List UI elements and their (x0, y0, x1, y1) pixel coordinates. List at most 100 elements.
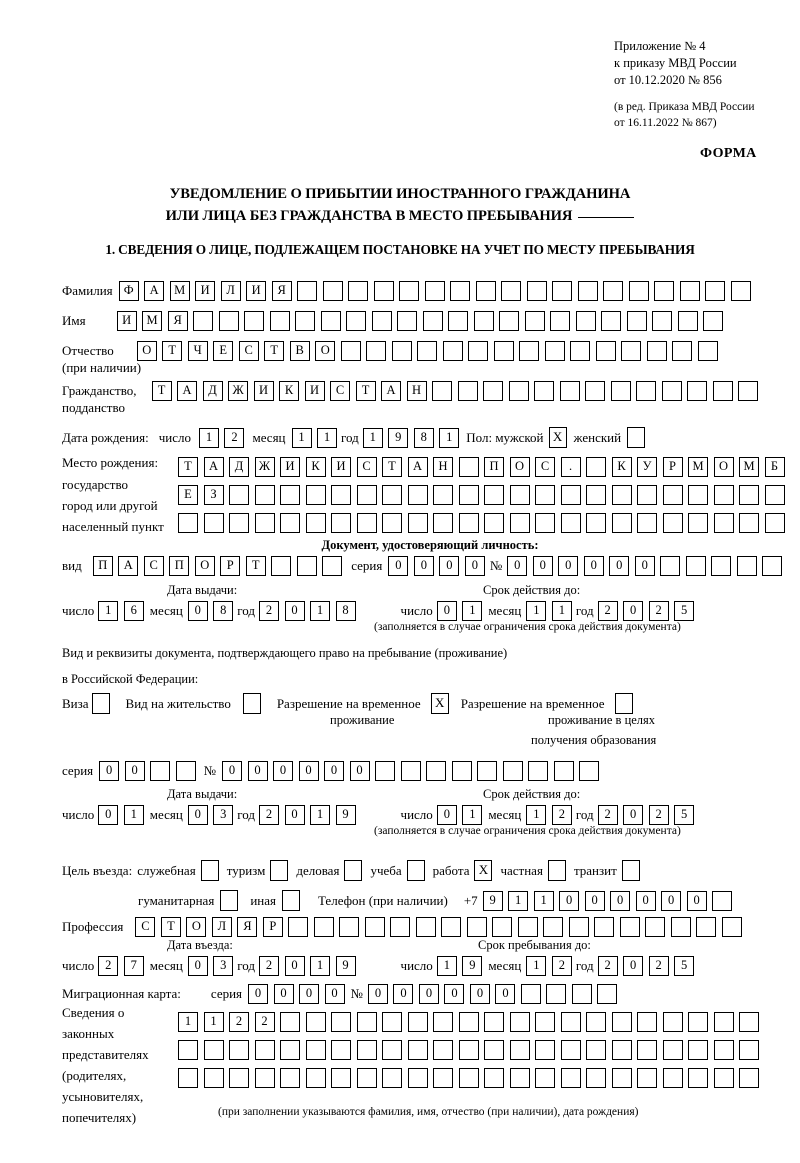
purpose-option-checkbox-1[interactable] (270, 860, 289, 881)
char-cell[interactable] (672, 341, 693, 361)
char-cell[interactable] (517, 917, 538, 937)
char-cell[interactable] (322, 556, 343, 576)
char-cell[interactable] (544, 341, 565, 361)
char-cell[interactable]: 1 (551, 601, 572, 621)
char-cell[interactable]: 0 (584, 890, 605, 911)
char-cell[interactable] (331, 1068, 351, 1088)
char-cell[interactable]: 0 (444, 984, 465, 1004)
char-cell[interactable] (422, 311, 443, 331)
char-cell[interactable]: 1 (291, 427, 312, 448)
char-cell[interactable] (473, 311, 494, 331)
char-cell[interactable] (526, 281, 547, 301)
char-cell[interactable]: 1 (198, 427, 219, 448)
char-cell[interactable] (280, 513, 300, 533)
char-cell[interactable]: 0 (349, 761, 370, 781)
char-cell[interactable] (305, 1068, 326, 1088)
char-cell[interactable] (484, 1012, 504, 1032)
char-cell[interactable] (585, 381, 606, 401)
char-cell[interactable]: 7 (123, 956, 144, 976)
char-cell[interactable] (466, 917, 487, 937)
char-cell[interactable] (382, 1040, 402, 1060)
char-cell[interactable] (519, 341, 540, 361)
char-cell[interactable] (661, 381, 682, 401)
char-cell[interactable] (382, 513, 402, 533)
char-cell[interactable] (407, 485, 428, 505)
char-cell[interactable]: 0 (610, 890, 631, 911)
char-cell[interactable]: 1 (439, 427, 460, 448)
char-cell[interactable]: Т (355, 381, 376, 401)
char-cell[interactable]: С (238, 341, 259, 361)
char-cell[interactable] (356, 513, 377, 533)
char-cell[interactable] (679, 281, 700, 301)
char-cell[interactable] (457, 381, 478, 401)
char-cell[interactable] (178, 513, 198, 533)
char-cell[interactable]: С (535, 457, 555, 477)
char-cell[interactable] (399, 281, 420, 301)
char-cell[interactable]: 2 (597, 956, 618, 976)
char-cell[interactable] (713, 485, 734, 505)
char-cell[interactable] (280, 1040, 300, 1060)
char-cell[interactable] (713, 1068, 734, 1088)
char-cell[interactable] (646, 341, 667, 361)
char-cell[interactable]: 9 (462, 956, 483, 976)
sex-male-checkbox[interactable]: X (548, 427, 567, 448)
char-cell[interactable]: С (356, 457, 377, 477)
char-cell[interactable]: Я (237, 917, 258, 937)
char-cell[interactable] (739, 1040, 759, 1060)
char-cell[interactable]: 3 (213, 805, 234, 825)
char-cell[interactable]: З (203, 485, 224, 505)
char-cell[interactable] (677, 311, 698, 331)
char-cell[interactable]: Я (271, 281, 292, 301)
char-cell[interactable]: 5 (674, 956, 695, 976)
char-cell[interactable] (458, 485, 479, 505)
sex-female-checkbox[interactable] (627, 427, 646, 448)
char-cell[interactable] (484, 1068, 504, 1088)
char-cell[interactable] (579, 761, 600, 781)
char-cell[interactable] (535, 485, 555, 505)
char-cell[interactable] (739, 513, 759, 533)
char-cell[interactable]: О (713, 457, 734, 477)
char-cell[interactable] (382, 485, 402, 505)
char-cell[interactable] (484, 513, 504, 533)
char-cell[interactable]: Л (220, 281, 241, 301)
char-cell[interactable] (254, 1068, 275, 1088)
char-cell[interactable]: И (253, 381, 274, 401)
char-cell[interactable]: 1 (123, 805, 144, 825)
char-cell[interactable]: 0 (284, 601, 305, 621)
char-cell[interactable]: 1 (362, 427, 383, 448)
char-cell[interactable] (586, 457, 606, 477)
char-cell[interactable]: 0 (99, 761, 120, 781)
char-cell[interactable] (738, 381, 759, 401)
char-cell[interactable]: А (177, 381, 198, 401)
char-cell[interactable] (150, 761, 171, 781)
char-cell[interactable]: 0 (507, 556, 528, 576)
char-cell[interactable]: К (611, 457, 632, 477)
char-cell[interactable] (662, 1068, 683, 1088)
char-cell[interactable]: 2 (229, 1012, 249, 1032)
char-cell[interactable]: 0 (367, 984, 388, 1004)
char-cell[interactable] (348, 281, 369, 301)
char-cell[interactable] (178, 1040, 198, 1060)
char-cell[interactable]: О (509, 457, 530, 477)
char-cell[interactable]: 9 (335, 805, 356, 825)
char-cell[interactable] (229, 485, 249, 505)
char-cell[interactable]: М (169, 281, 190, 301)
char-cell[interactable]: Р (662, 457, 683, 477)
char-cell[interactable] (611, 1012, 632, 1032)
char-cell[interactable]: 0 (284, 805, 305, 825)
char-cell[interactable] (688, 1040, 708, 1060)
char-cell[interactable] (586, 513, 606, 533)
char-cell[interactable]: 0 (661, 890, 682, 911)
purpose-option2-checkbox-0[interactable] (220, 890, 239, 911)
char-cell[interactable] (175, 761, 196, 781)
char-cell[interactable] (448, 311, 469, 331)
char-cell[interactable] (637, 1012, 657, 1032)
char-cell[interactable] (426, 761, 447, 781)
char-cell[interactable]: Я (167, 311, 188, 331)
char-cell[interactable]: Е (178, 485, 198, 505)
char-cell[interactable] (730, 281, 751, 301)
char-cell[interactable] (535, 1012, 555, 1032)
